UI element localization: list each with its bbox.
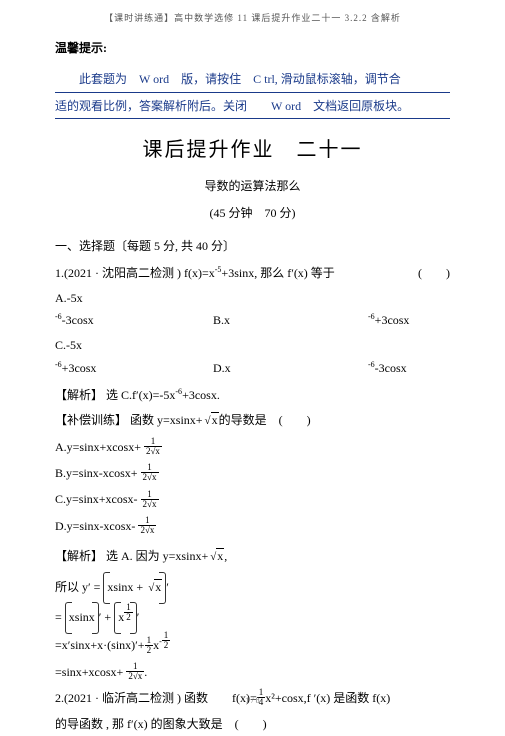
fraction: 12√x (138, 516, 156, 536)
q2-stem-2: 的导函数 , 那 f′(x) 的图象大致是 ( ) (55, 713, 450, 736)
q1-text-b: +3sinx, 那么 f′(x) 等于 (221, 266, 334, 280)
instruction-line-1: 此套题为 W ord 版，请按住 C trl, 滑动鼠标滚轴，调节合 (55, 68, 450, 93)
fraction: 12 (124, 603, 133, 623)
q1-choices-row-2: C.-5x-6+3cosx D.x-6-3cosx (55, 334, 450, 380)
q1-analysis: 【解析】 选 C.f′(x)=-5x-6+3cosx. (55, 384, 450, 407)
sqrt-icon: x (203, 409, 219, 432)
supp-deriv-line-3: =x′sinx+x·(sinx)′+12x-12 (55, 632, 450, 658)
fraction: 12√x (141, 490, 159, 510)
page-title: 课后提升作业 二十一 (55, 131, 450, 169)
q1-choices-row-1: A.-5x-6-3cosx B.x-6+3cosx (55, 287, 450, 333)
instruction-line-2: 适的观看比例，答案解析附后。关闭 W ord 文档返回原板块。 (55, 95, 450, 120)
supp-choice-a: A.y=sinx+xcosx+ 12√x (55, 434, 450, 460)
q1-blank: ( ) (418, 262, 450, 285)
q1-text-a: 1.(2021 · 沈阳高二检测 ) f(x)=x (55, 266, 215, 280)
subtitle: 导数的运算法那么 (55, 175, 450, 198)
supp-analysis-1: 【解析】 选 A. 因为 y=xsinx+x, (55, 543, 450, 569)
q1-stem: 1.(2021 · 沈阳高二检测 ) f(x)=x-5+3sinx, 那么 f′… (55, 262, 450, 285)
supp-choice-c: C.y=sinx+xcosx- 12√x (55, 486, 450, 512)
q1-choice-d: D.x-6-3cosx (213, 361, 407, 375)
sqrt-icon: x (146, 574, 162, 600)
supp-deriv-line-2: = xsinx′ + x12′ (55, 602, 450, 632)
boxed-expr-2: xsinx (65, 602, 99, 632)
header-note: 【课时讲练通】高中数学选修 11 课后提升作业二十一 3.2.2 含解析 (55, 10, 450, 27)
fraction: 12 (145, 636, 154, 656)
fraction: 12 (162, 631, 171, 651)
boxed-expr-1: xsinx + x (103, 572, 166, 602)
supp-choice-d: D.y=sinx-xcosx- 12√x (55, 513, 450, 539)
q1-choice-a: A.-5x-6-3cosx (55, 287, 210, 333)
supp-deriv-line-4: =sinx+xcosx+ 12√x. (55, 659, 450, 685)
tip-label: 温馨提示: (55, 37, 450, 60)
timing: (45 分钟 70 分) (55, 202, 450, 225)
page-footer: 1 / 8 (0, 693, 505, 708)
q1-choice-c: C.-5x-6+3cosx (55, 334, 210, 380)
fraction: 12√x (126, 662, 144, 682)
boxed-expr-3: x12 (114, 602, 137, 632)
fraction: 12√x (141, 463, 159, 483)
q1-choice-b: B.x-6+3cosx (213, 313, 409, 327)
supp-choice-b: B.y=sinx-xcosx+ 12√x (55, 460, 450, 486)
fraction: 12√x (144, 437, 162, 457)
section-1-heading: 一、选择题〔每题 5 分, 共 40 分〕 (55, 235, 450, 258)
supp-stem: 【补偿训练】 函数 y=xsinx+x的导数是 ( ) (55, 409, 450, 432)
sqrt-icon: x (208, 543, 224, 569)
supp-deriv-line-1: 所以 y′ = xsinx + x′ (55, 572, 450, 602)
